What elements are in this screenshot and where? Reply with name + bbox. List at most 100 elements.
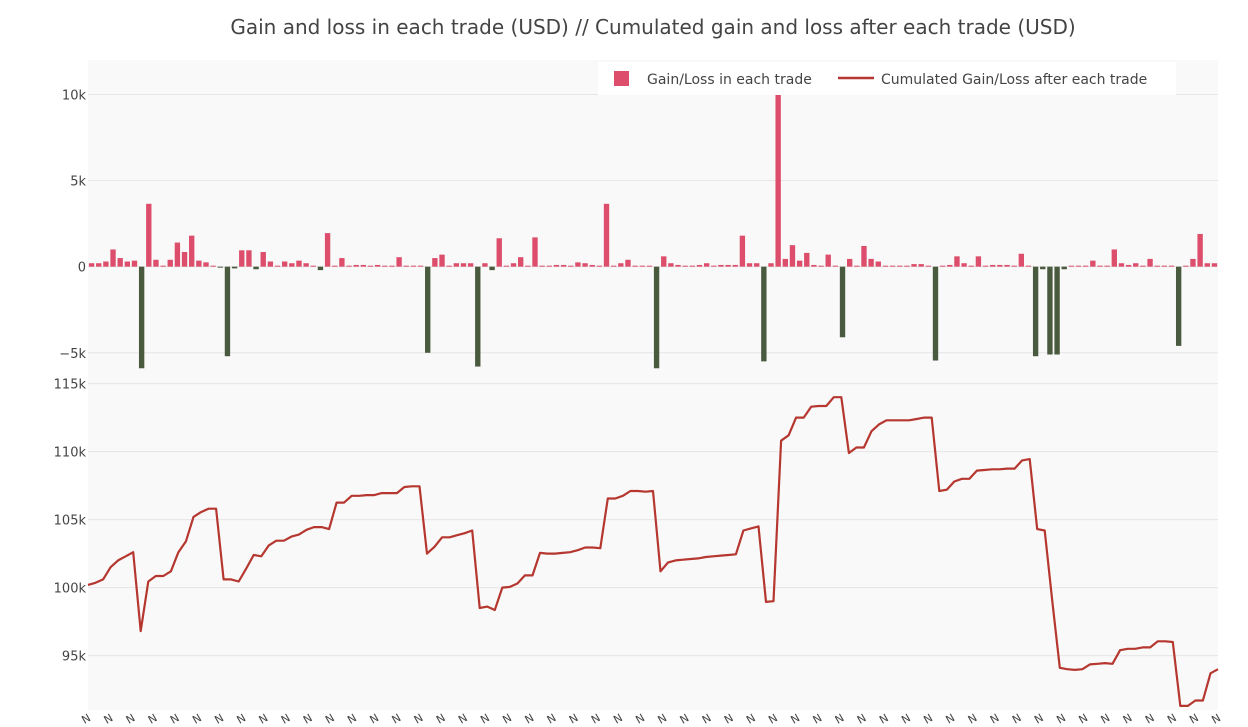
trade-bar[interactable] bbox=[546, 265, 552, 267]
trade-bar[interactable] bbox=[1111, 249, 1117, 267]
trade-bar[interactable] bbox=[868, 258, 874, 267]
trade-bar[interactable] bbox=[997, 264, 1003, 267]
trade-bar[interactable] bbox=[217, 266, 223, 268]
trade-bar[interactable] bbox=[589, 264, 595, 267]
trade-bar[interactable] bbox=[1154, 265, 1160, 267]
trade-bar[interactable] bbox=[1190, 258, 1196, 267]
trade-bar[interactable] bbox=[1118, 263, 1125, 267]
trade-bar[interactable] bbox=[360, 264, 367, 267]
trade-bar[interactable] bbox=[146, 203, 152, 267]
trade-bar[interactable] bbox=[389, 265, 395, 267]
trade-bar[interactable] bbox=[224, 266, 231, 357]
trade-bar[interactable] bbox=[718, 264, 724, 267]
trade-bar[interactable] bbox=[303, 263, 309, 267]
trade-bar[interactable] bbox=[1083, 265, 1089, 267]
trade-bar[interactable] bbox=[124, 261, 131, 267]
trade-bar[interactable] bbox=[639, 265, 645, 267]
trade-bar[interactable] bbox=[189, 235, 195, 267]
trade-bar[interactable] bbox=[167, 259, 173, 267]
trade-bar[interactable] bbox=[96, 263, 102, 267]
trade-bar[interactable] bbox=[875, 261, 881, 267]
trade-bar[interactable] bbox=[1197, 233, 1203, 267]
trade-bar[interactable] bbox=[711, 265, 717, 267]
trade-bar[interactable] bbox=[947, 264, 953, 267]
trade-bar[interactable] bbox=[553, 264, 560, 267]
trade-bar[interactable] bbox=[1011, 265, 1017, 267]
legend[interactable]: Gain/Loss in each trade Cumulated Gain/L… bbox=[598, 62, 1176, 95]
trade-bar[interactable] bbox=[160, 265, 166, 267]
trade-bar[interactable] bbox=[582, 263, 588, 267]
trade-bar[interactable] bbox=[789, 245, 796, 267]
trade-bar[interactable] bbox=[968, 265, 974, 267]
trade-bar[interactable] bbox=[196, 260, 202, 267]
trade-bar[interactable] bbox=[260, 252, 266, 267]
trade-bar[interactable] bbox=[181, 252, 188, 267]
trade-bar[interactable] bbox=[1032, 266, 1039, 357]
trade-bar[interactable] bbox=[1140, 265, 1146, 267]
trade-bar[interactable] bbox=[1133, 263, 1139, 267]
trade-bar[interactable] bbox=[925, 265, 932, 267]
trade-bar[interactable] bbox=[854, 265, 860, 267]
trade-bar[interactable] bbox=[696, 264, 703, 267]
trade-bar[interactable] bbox=[618, 263, 624, 267]
trade-bar[interactable] bbox=[281, 261, 288, 267]
trade-bar[interactable] bbox=[596, 265, 603, 267]
trade-bar[interactable] bbox=[668, 263, 674, 267]
trade-bar[interactable] bbox=[117, 258, 123, 267]
trade-bar[interactable] bbox=[1104, 265, 1110, 267]
trade-bar[interactable] bbox=[510, 263, 517, 267]
trade-bar[interactable] bbox=[739, 235, 746, 267]
trade-bar[interactable] bbox=[1161, 265, 1168, 267]
legend-bar-swatch[interactable] bbox=[614, 71, 629, 86]
trade-bar[interactable] bbox=[768, 263, 774, 267]
trade-bar[interactable] bbox=[1175, 266, 1182, 346]
trade-bar[interactable] bbox=[410, 265, 417, 267]
trade-bar[interactable] bbox=[482, 263, 488, 267]
trade-bar[interactable] bbox=[1090, 260, 1096, 267]
trade-bar[interactable] bbox=[1018, 253, 1025, 267]
trade-bar[interactable] bbox=[575, 262, 581, 267]
trade-bar[interactable] bbox=[460, 263, 467, 267]
trade-bar[interactable] bbox=[231, 266, 238, 269]
trade-bar[interactable] bbox=[267, 261, 274, 267]
trade-bar[interactable] bbox=[88, 263, 95, 267]
trade-bar[interactable] bbox=[625, 259, 631, 267]
trade-bar[interactable] bbox=[1211, 263, 1218, 267]
trade-bar[interactable] bbox=[975, 256, 982, 267]
trade-bar[interactable] bbox=[332, 265, 338, 267]
trade-bar[interactable] bbox=[453, 263, 460, 267]
trade-bar[interactable] bbox=[825, 254, 831, 267]
trade-bar[interactable] bbox=[746, 263, 753, 267]
trade-bar[interactable] bbox=[754, 263, 760, 267]
trade-bar[interactable] bbox=[1097, 265, 1103, 267]
cumulated-line[interactable] bbox=[87, 396, 1219, 708]
trade-bar[interactable] bbox=[560, 264, 567, 267]
trade-bar[interactable] bbox=[1047, 266, 1053, 355]
trade-bar[interactable] bbox=[954, 256, 960, 267]
trade-bar[interactable] bbox=[539, 265, 545, 267]
trade-bar[interactable] bbox=[961, 263, 967, 267]
trade-bar[interactable] bbox=[761, 266, 767, 362]
trade-bar[interactable] bbox=[525, 265, 531, 267]
legend-bar-label[interactable]: Gain/Loss in each trade bbox=[647, 72, 812, 88]
trade-bar[interactable] bbox=[1075, 265, 1082, 267]
trade-bar[interactable] bbox=[439, 254, 445, 267]
trade-bar[interactable] bbox=[1183, 265, 1189, 267]
trade-bar[interactable] bbox=[811, 264, 817, 267]
trade-bar[interactable] bbox=[518, 257, 524, 267]
trade-bar[interactable] bbox=[839, 266, 846, 338]
trade-bar[interactable] bbox=[661, 256, 667, 267]
trade-bar[interactable] bbox=[1054, 266, 1060, 355]
trade-bar[interactable] bbox=[489, 266, 495, 271]
trade-bar[interactable] bbox=[889, 265, 896, 267]
trade-bar[interactable] bbox=[346, 265, 352, 267]
trade-bar[interactable] bbox=[990, 264, 996, 267]
trade-bar[interactable] bbox=[832, 265, 839, 267]
trade-bar[interactable] bbox=[682, 265, 688, 267]
trade-bar[interactable] bbox=[725, 264, 731, 267]
trade-bar[interactable] bbox=[982, 265, 989, 267]
trade-bar[interactable] bbox=[274, 265, 281, 267]
trade-bar[interactable] bbox=[939, 265, 946, 267]
trade-bar[interactable] bbox=[289, 263, 295, 267]
trade-bar[interactable] bbox=[1204, 263, 1210, 267]
